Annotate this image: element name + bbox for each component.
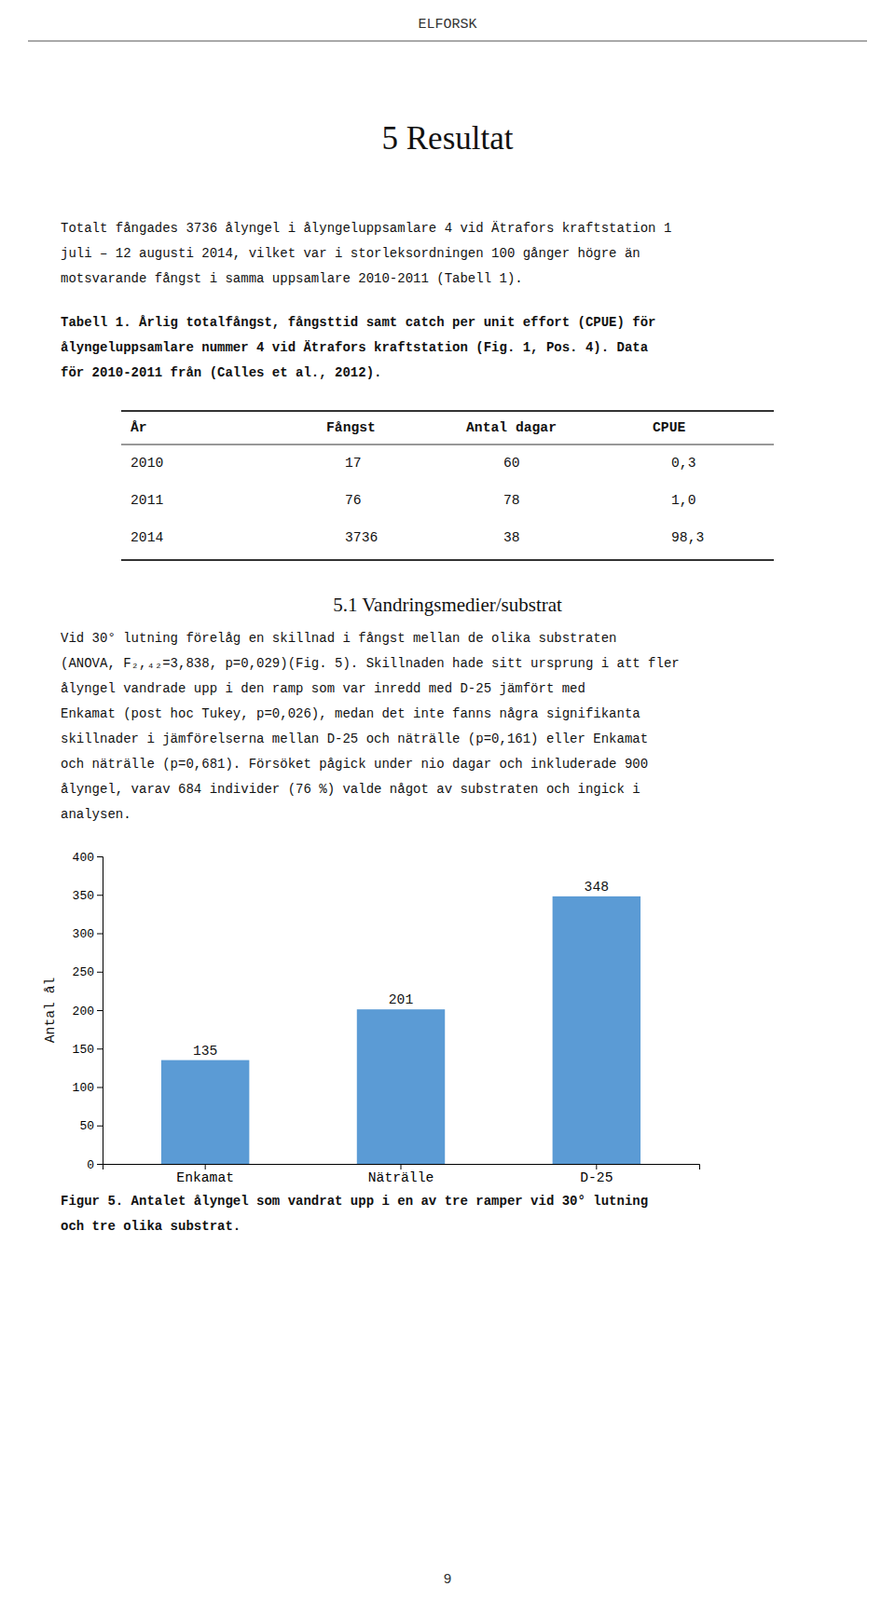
y-tick: 50 [79,1119,103,1134]
y-axis-line [96,857,104,1166]
table-cell: 38 [503,530,521,546]
y-tick: 300 [72,927,103,942]
y-tick-mark [96,856,103,858]
data-label: 201 [388,992,414,1008]
y-tick-label: 100 [72,1081,95,1096]
bars [161,896,641,1165]
x-tick-label: Näträlle [368,1170,435,1186]
paragraph-line: Vid 30° lutning förelåg en skillnad i få… [60,631,618,647]
header: ELFORSK [417,16,477,33]
figure-caption: och tre olika substrat. [60,1219,241,1235]
paragraph-line: motsvarande fångst i samma uppsamlare 20… [60,271,524,287]
table-cell: 60 [503,455,521,471]
x-tick-label: D-25 [579,1170,613,1186]
data-labels: 135 201 348 [192,880,609,1060]
table-cell: 2010 [130,455,164,471]
table-cell: 78 [503,493,521,509]
y-tick-mark [96,1010,103,1012]
table-cell: 17 [344,455,362,471]
x-axis: Enkamat Näträlle D-25 [103,1164,701,1186]
x-tick-mark [595,1164,597,1171]
y-tick: 250 [72,965,103,980]
y-tick: 350 [72,889,103,904]
bar [552,896,641,1165]
paragraph-line: ålyngel vandrade upp i den ramp som var … [60,681,586,697]
bar [161,1060,249,1165]
y-tick-mark [96,1126,103,1128]
table-caption: ålyngeluppsamlare nummer 4 vid Ätrafors … [60,340,649,356]
y-tick-mark [96,972,103,974]
y-tick-label: 50 [79,1119,95,1134]
page-number: 9 [442,1572,452,1589]
table-cell: 3736 [344,530,378,546]
table-header: År [130,420,148,436]
table-header: Antal dagar [466,420,557,436]
x-tick-mark [400,1164,402,1171]
section-title: 5.1 Vandringsmedier/substrat [332,593,563,617]
x-tick-mark [205,1164,207,1171]
y-axis-title: Antal ål [42,977,58,1045]
figure-caption: Figur 5. Antalet ålyngel som vandrat upp… [60,1194,648,1210]
table-rule [121,559,774,562]
paragraph-line: ålyngel, varav 684 individer (76 %) vald… [60,782,641,798]
y-tick: 100 [72,1081,103,1096]
table-rule [121,410,774,413]
y-tick-mark [96,1087,103,1089]
y-axis: 0 50 100 150 200 250 300 350 400 [72,851,104,1173]
table-header: CPUE [652,420,686,436]
page: ELFORSK 5 Resultat Totalt fångades 3736 ål… [0,0,895,1600]
y-tick: 400 [72,851,103,866]
y-tick-label: 350 [72,889,95,904]
y-tick-mark [96,1048,103,1050]
y-tick-mark [96,934,103,936]
table-header: Fångst [326,420,376,436]
y-tick: 0 [86,1158,103,1173]
data-label: 348 [584,880,609,895]
x-tick: D-25 [579,1164,613,1186]
paragraph-line: skillnader i jämförelserna mellan D-25 o… [60,731,648,747]
y-tick: 150 [72,1043,103,1058]
table-cell: 76 [344,493,362,509]
x-axis-line [103,1165,701,1171]
y-tick-label: 200 [72,1005,95,1019]
x-tick: Näträlle [368,1164,435,1186]
paragraph-line: analysen. [60,807,132,823]
y-tick-label: 250 [72,965,95,980]
paragraph-line: (ANOVA, F₂,₄₂=3,838, p=0,029)(Fig. 5). S… [60,656,680,672]
table-cell: 2014 [130,530,164,546]
x-tick-label: Enkamat [176,1170,235,1186]
y-tick-label: 0 [86,1158,95,1173]
x-tick: Enkamat [176,1164,235,1186]
bar [357,1009,445,1165]
paragraph-line: juli – 12 augusti 2014, vilket var i sto… [60,246,641,262]
table-cell: 2011 [130,493,164,509]
header-rule [27,40,868,42]
y-tick-mark [96,1164,103,1166]
chart: 0 50 100 150 200 250 300 350 400 Enkamat Näträlle D… [42,851,701,1187]
paragraph-line: Totalt fångades 3736 ålyngel i ålyngelup… [60,220,672,236]
table-rule [121,444,774,446]
y-tick: 200 [72,1005,103,1019]
y-tick-label: 300 [72,927,95,942]
table-caption: Tabell 1. Årlig totalfångst, fångsttid s… [60,315,657,331]
section-title: 5 Resultat [382,120,514,157]
table-caption: för 2010-2011 från (Calles et al., 2012)… [60,365,382,381]
y-tick-label: 150 [72,1043,95,1058]
paragraph-line: Enkamat (post hoc Tukey, p=0,026), medan… [60,706,641,722]
table-cell: 98,3 [671,530,704,546]
y-tick-mark [96,895,103,896]
paragraph-line: och näträlle (p=0,681). Försöket pågick … [60,757,648,772]
table-cell: 0,3 [671,455,696,471]
page-background [0,0,895,1600]
y-tick-label: 400 [72,851,95,866]
data-label: 135 [192,1044,218,1060]
table-cell: 1,0 [671,493,696,509]
